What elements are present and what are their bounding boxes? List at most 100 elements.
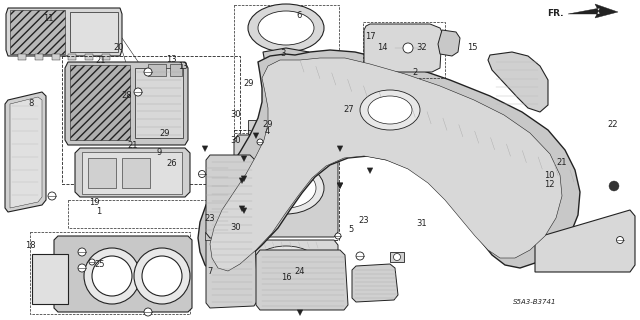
Text: 17: 17 xyxy=(365,32,375,41)
Polygon shape xyxy=(337,183,343,188)
Bar xyxy=(102,54,110,60)
Text: 6: 6 xyxy=(297,11,302,20)
Text: 16: 16 xyxy=(282,273,292,282)
Polygon shape xyxy=(568,4,618,18)
Bar xyxy=(234,130,339,240)
Polygon shape xyxy=(198,50,580,275)
Polygon shape xyxy=(202,146,208,151)
Text: 19: 19 xyxy=(90,198,100,207)
Circle shape xyxy=(616,236,623,244)
Polygon shape xyxy=(438,30,460,56)
Ellipse shape xyxy=(251,246,321,290)
Text: 15: 15 xyxy=(467,43,477,52)
Circle shape xyxy=(92,256,132,296)
Bar xyxy=(170,64,182,76)
Text: FR.: FR. xyxy=(547,9,564,18)
Text: S5A3-B3741: S5A3-B3741 xyxy=(513,300,556,305)
Bar xyxy=(82,152,182,194)
Circle shape xyxy=(134,88,142,96)
Text: 26: 26 xyxy=(166,159,177,168)
Circle shape xyxy=(403,43,413,53)
Bar xyxy=(10,10,65,54)
Text: 1: 1 xyxy=(97,207,102,216)
Bar xyxy=(32,254,68,304)
Text: 3: 3 xyxy=(280,49,285,58)
Bar xyxy=(122,158,150,188)
Text: 29: 29 xyxy=(262,120,273,129)
Polygon shape xyxy=(367,168,373,173)
Polygon shape xyxy=(337,146,343,151)
Text: 22: 22 xyxy=(608,120,618,129)
Text: 30: 30 xyxy=(230,136,241,145)
Text: 31: 31 xyxy=(416,219,426,228)
Polygon shape xyxy=(253,133,259,139)
Ellipse shape xyxy=(258,11,314,45)
Text: 30: 30 xyxy=(230,223,241,232)
Bar xyxy=(30,232,190,314)
Circle shape xyxy=(144,68,152,76)
Polygon shape xyxy=(206,235,258,308)
Ellipse shape xyxy=(248,4,324,52)
Circle shape xyxy=(142,256,182,296)
Text: 25: 25 xyxy=(94,260,104,269)
Bar xyxy=(62,56,240,184)
Circle shape xyxy=(134,248,190,304)
Bar xyxy=(205,232,260,240)
Circle shape xyxy=(144,308,152,316)
Text: 28: 28 xyxy=(122,91,132,100)
Polygon shape xyxy=(5,92,46,212)
Bar xyxy=(68,54,76,60)
Polygon shape xyxy=(488,52,548,112)
Polygon shape xyxy=(337,183,343,188)
Circle shape xyxy=(198,171,205,178)
Circle shape xyxy=(257,139,263,145)
Polygon shape xyxy=(239,206,245,212)
Polygon shape xyxy=(75,148,190,197)
Circle shape xyxy=(78,248,86,256)
Ellipse shape xyxy=(248,162,324,214)
Text: 13: 13 xyxy=(178,62,188,71)
Circle shape xyxy=(609,181,619,191)
Polygon shape xyxy=(263,48,309,125)
Ellipse shape xyxy=(256,168,316,208)
Bar xyxy=(85,54,93,60)
Bar xyxy=(70,65,130,140)
Circle shape xyxy=(48,192,56,200)
Bar xyxy=(70,12,118,52)
Polygon shape xyxy=(10,97,42,208)
Circle shape xyxy=(356,252,364,260)
Bar xyxy=(18,54,26,60)
Text: 18: 18 xyxy=(26,241,36,250)
Polygon shape xyxy=(65,62,188,145)
Text: 21: 21 xyxy=(96,56,106,65)
Text: 13: 13 xyxy=(166,55,177,64)
Text: 30: 30 xyxy=(230,110,241,119)
Bar xyxy=(148,64,166,76)
Polygon shape xyxy=(206,155,258,238)
Text: 11: 11 xyxy=(43,14,53,23)
Polygon shape xyxy=(6,8,122,56)
Ellipse shape xyxy=(360,90,420,130)
Polygon shape xyxy=(234,240,338,300)
Ellipse shape xyxy=(368,96,412,124)
Bar xyxy=(35,54,43,60)
Polygon shape xyxy=(241,208,247,213)
Bar xyxy=(68,200,216,228)
Text: 7: 7 xyxy=(207,267,212,276)
Polygon shape xyxy=(364,24,442,72)
Circle shape xyxy=(335,233,341,239)
Text: 23: 23 xyxy=(358,216,369,225)
Text: 10: 10 xyxy=(544,171,554,180)
Text: 29: 29 xyxy=(160,129,170,138)
Polygon shape xyxy=(241,176,247,181)
Bar xyxy=(418,138,428,152)
Polygon shape xyxy=(239,178,245,183)
Text: 14: 14 xyxy=(378,43,388,52)
Text: 29: 29 xyxy=(243,79,253,88)
Text: 23: 23 xyxy=(205,214,215,223)
Circle shape xyxy=(78,264,86,272)
Polygon shape xyxy=(256,250,348,310)
Text: 4: 4 xyxy=(265,127,270,136)
Text: 20: 20 xyxy=(113,43,124,52)
Polygon shape xyxy=(241,156,247,162)
